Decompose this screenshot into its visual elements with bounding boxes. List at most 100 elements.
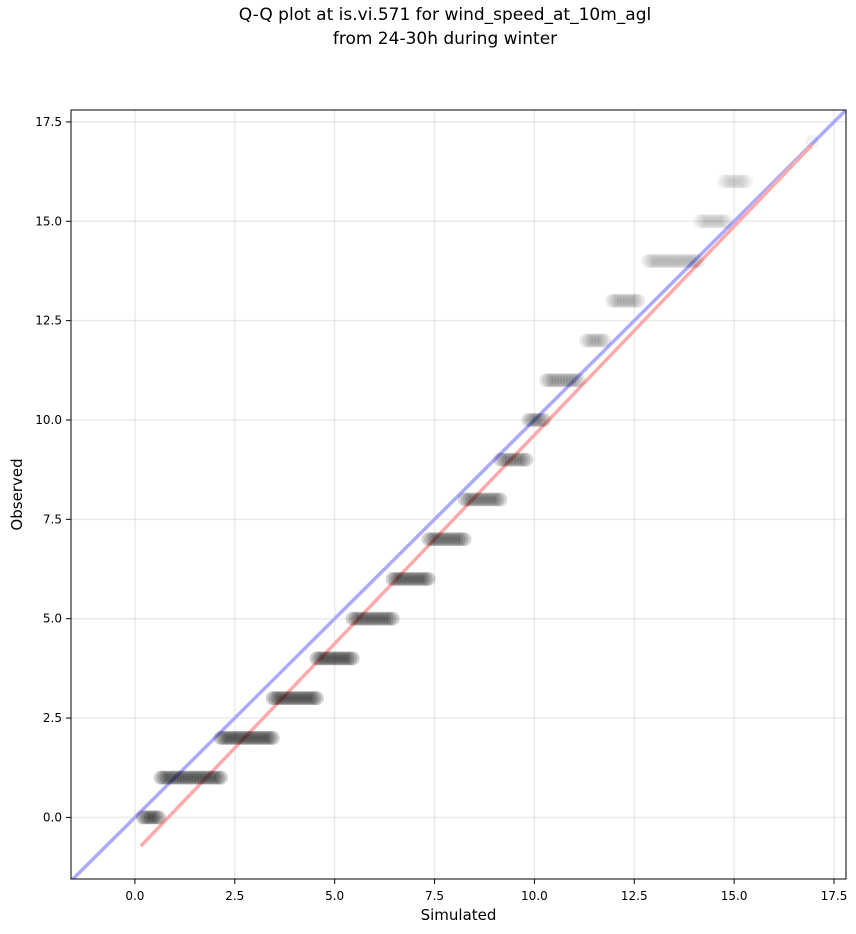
data-point [309, 691, 324, 706]
data-point [504, 452, 519, 467]
data-point [622, 293, 637, 308]
data-point [185, 770, 200, 785]
data-point [342, 651, 357, 666]
data-point [553, 373, 568, 388]
data-point [685, 254, 700, 269]
data-point [451, 532, 466, 547]
data-point [585, 333, 600, 348]
data-point [704, 214, 719, 229]
data-point [646, 254, 661, 269]
data-point [526, 412, 541, 427]
data-point [365, 611, 380, 626]
data-point [421, 532, 436, 547]
data-point [641, 254, 656, 269]
fit-line [139, 143, 814, 848]
data-point [230, 730, 245, 745]
data-point [728, 174, 743, 189]
x-tick-label: 7.5 [425, 889, 444, 903]
data-point [165, 770, 180, 785]
data-point [368, 611, 383, 626]
x-tick-label: 0.0 [125, 889, 144, 903]
data-point [265, 691, 280, 706]
data-point [716, 214, 731, 229]
data-point [446, 532, 461, 547]
y-tick-label: 7.5 [43, 512, 62, 526]
data-point [348, 611, 363, 626]
data-point [493, 452, 508, 467]
data-point [135, 810, 150, 825]
data-point [524, 412, 539, 427]
data-point [454, 532, 469, 547]
data-point [141, 810, 156, 825]
data-point [649, 254, 664, 269]
data-point [562, 373, 577, 388]
data-point [730, 174, 745, 189]
data-point [532, 412, 547, 427]
data-point [432, 532, 447, 547]
data-point [362, 611, 377, 626]
data-point [710, 214, 725, 229]
data-point [323, 651, 338, 666]
data-point [388, 571, 403, 586]
data-point [713, 214, 728, 229]
y-tick-label: 0.0 [43, 810, 62, 824]
identity-line [71, 110, 846, 879]
data-point [196, 770, 211, 785]
data-point [443, 532, 458, 547]
data-point [265, 730, 280, 745]
data-point [722, 174, 737, 189]
data-point [707, 214, 722, 229]
data-point [568, 373, 583, 388]
data-point [162, 770, 177, 785]
data-point [219, 730, 234, 745]
data-point [377, 611, 392, 626]
data-point [153, 770, 168, 785]
data-point [490, 492, 505, 507]
data-point [156, 770, 171, 785]
data-point [725, 174, 740, 189]
x-tick-label: 5.0 [325, 889, 344, 903]
data-point [284, 691, 299, 706]
data-point [663, 254, 678, 269]
x-tick-label: 17.5 [821, 889, 848, 903]
data-point [548, 373, 563, 388]
data-point [594, 333, 609, 348]
data-point [655, 254, 670, 269]
data-point [290, 691, 305, 706]
data-point [243, 730, 258, 745]
data-point [698, 214, 713, 229]
data-point [149, 810, 164, 825]
data-point [556, 373, 571, 388]
data-point [254, 730, 269, 745]
data-point [429, 532, 444, 547]
data-point [224, 730, 239, 745]
data-point [263, 730, 278, 745]
points-layer [135, 134, 820, 825]
data-point [293, 691, 308, 706]
y-tick-label: 12.5 [35, 314, 62, 328]
data-point [529, 412, 544, 427]
data-point [616, 293, 631, 308]
y-tick-label: 2.5 [43, 711, 62, 725]
data-point [542, 373, 557, 388]
data-point [340, 651, 355, 666]
data-point [222, 730, 237, 745]
data-point [213, 730, 228, 745]
data-point [210, 770, 225, 785]
data-point [691, 254, 706, 269]
data-point [507, 452, 522, 467]
data-point [399, 571, 414, 586]
data-point [413, 571, 428, 586]
data-point [644, 254, 659, 269]
data-point [468, 492, 483, 507]
data-point [519, 452, 534, 467]
data-point [571, 373, 586, 388]
data-point [379, 611, 394, 626]
data-point [457, 492, 472, 507]
data-point [257, 730, 272, 745]
data-point [271, 691, 286, 706]
data-point [282, 691, 297, 706]
data-point [301, 691, 316, 706]
data-point [359, 611, 374, 626]
data-point [168, 770, 183, 785]
